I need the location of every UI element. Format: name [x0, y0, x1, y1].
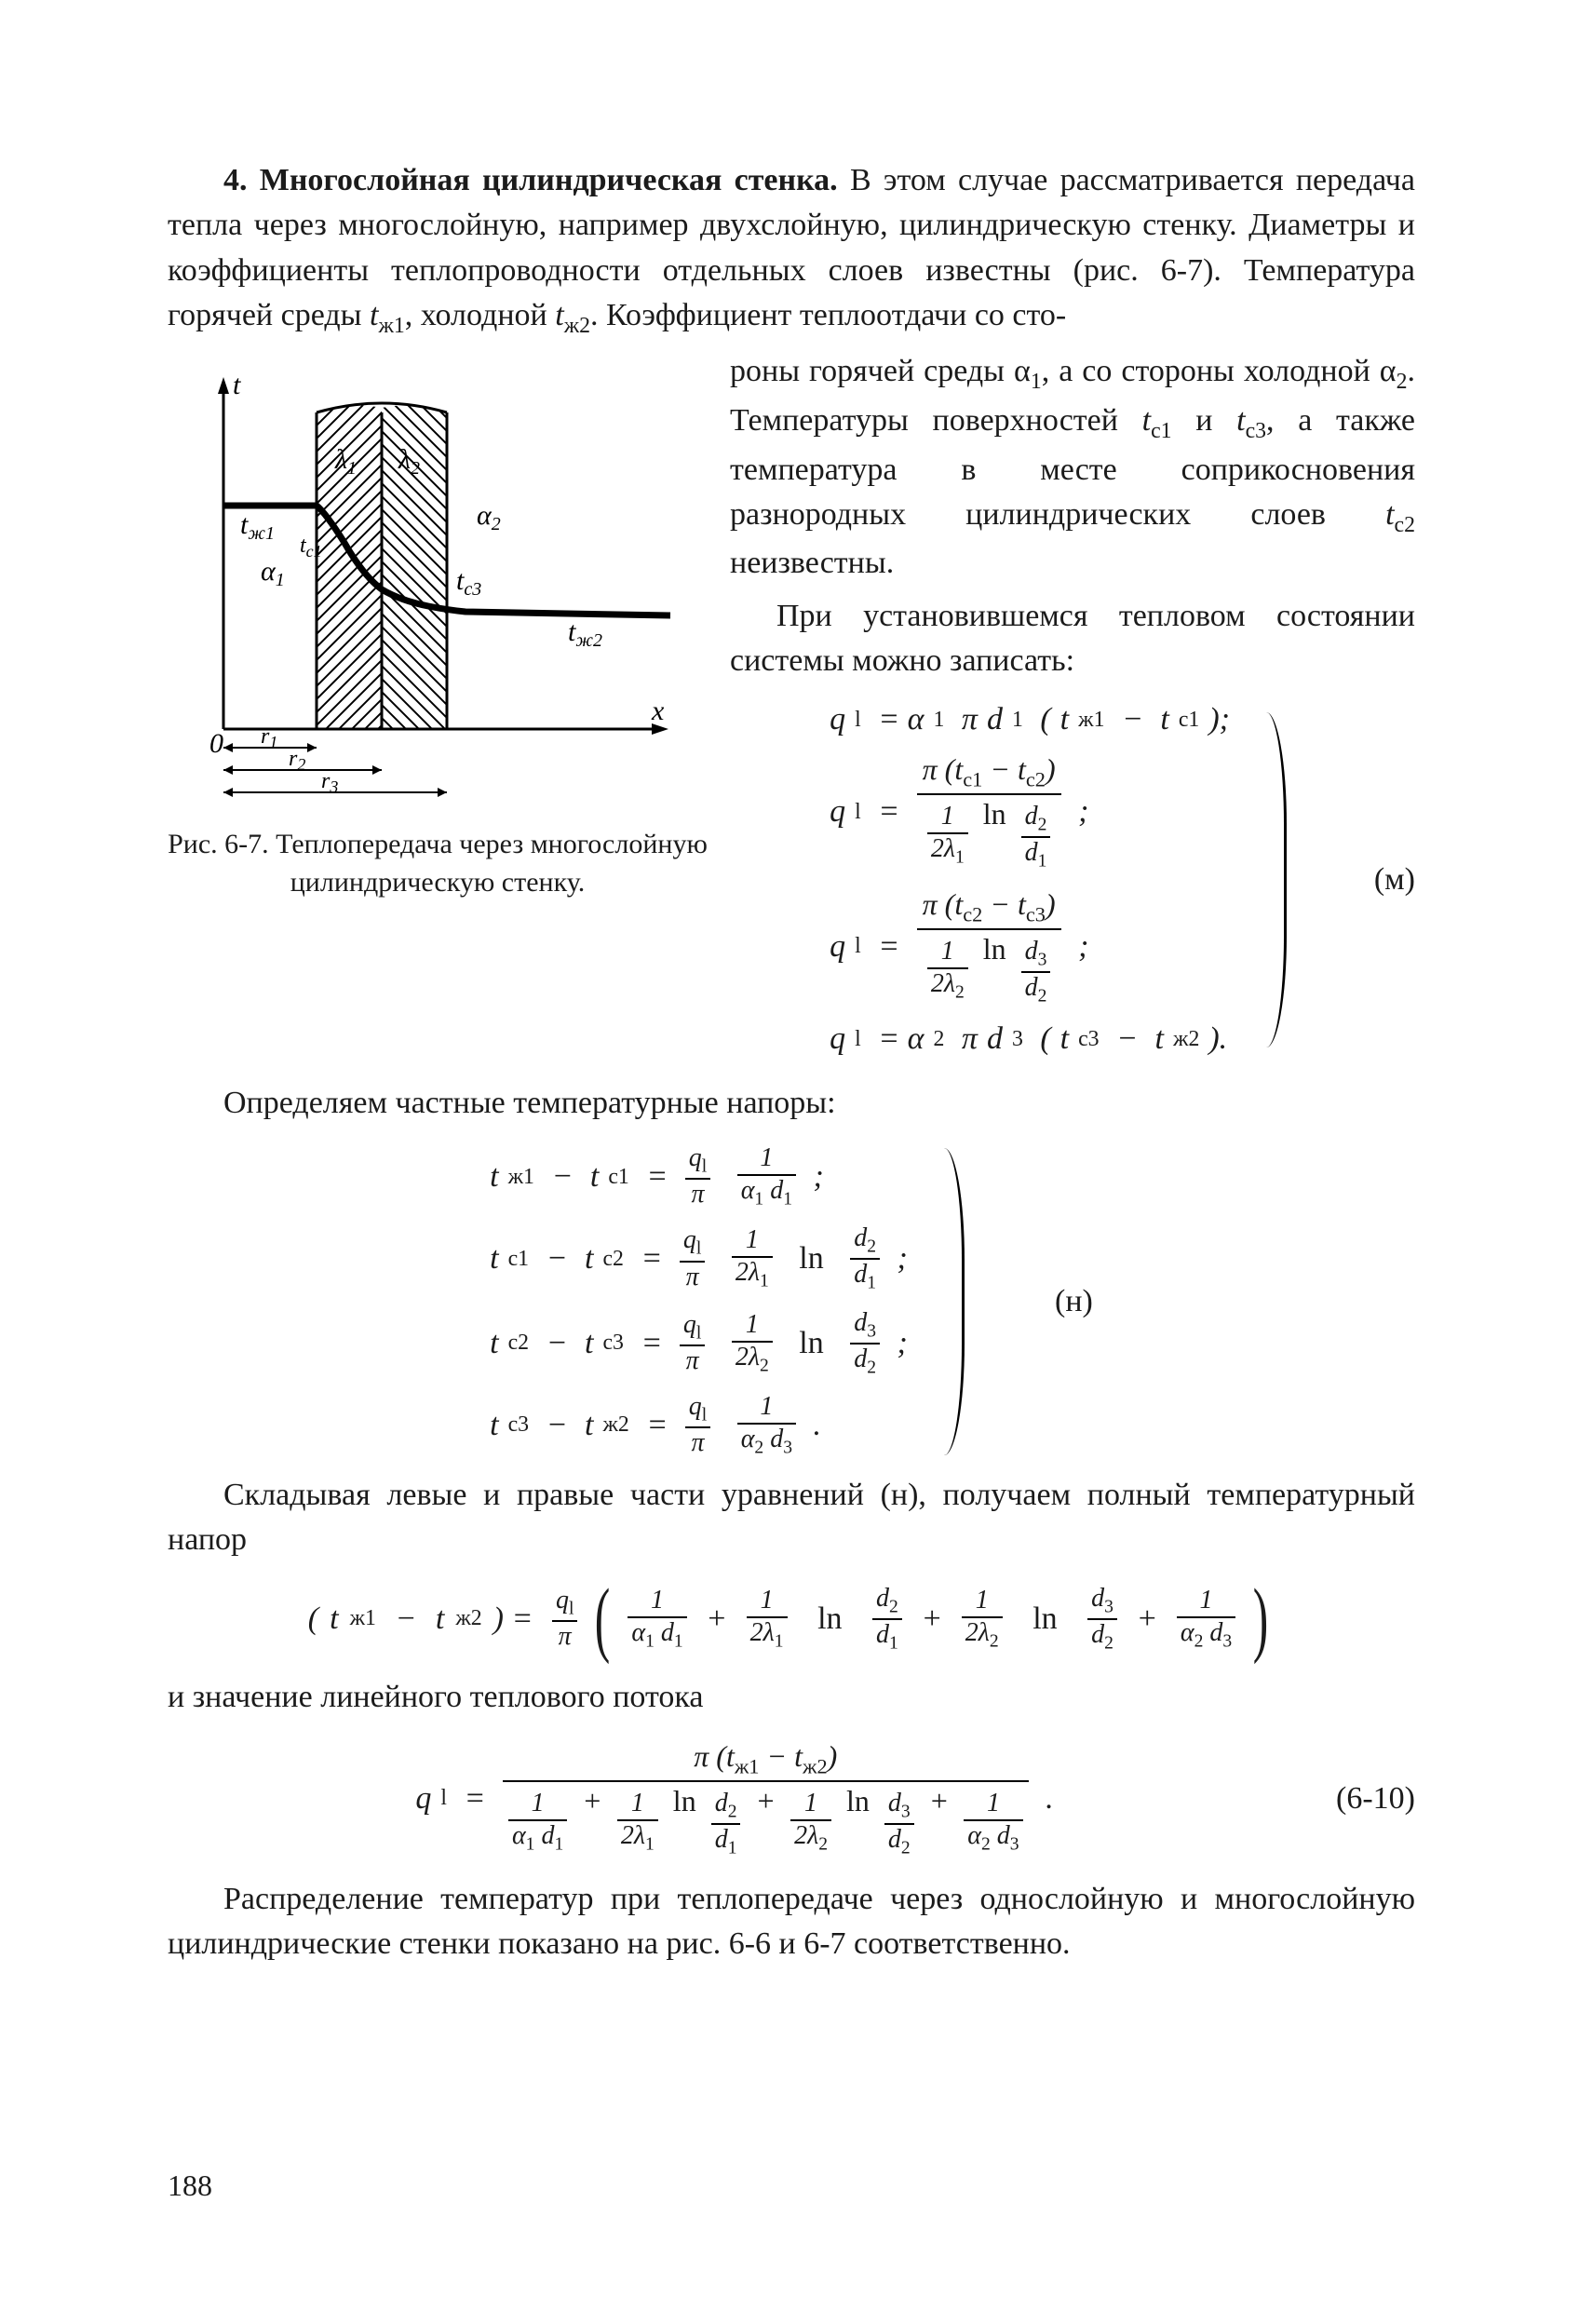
eq-n-line-3: tc2 − tc3 = qlπ 12λ2 ln d3d2 ; [490, 1309, 908, 1378]
page-number: 188 [168, 2169, 212, 2203]
equation-sum: (tж1 − tж2) = qlπ ( 1α1 d1 + 12λ1 ln d2d… [168, 1581, 1415, 1656]
section-number: 4. [223, 163, 248, 197]
section-intro: 4. Многослойная цилиндрическая стенка. В… [168, 158, 1415, 342]
label-tzh1: tж1 [240, 509, 275, 544]
eq-flux-label: (6-10) [1313, 1781, 1415, 1817]
equation-block-m: ql = α1 πd1 (tж1 − tc1); ql = π (tc1 − t… [730, 702, 1415, 1057]
eq-n-column: tж1 − tc1 = qlπ 1α1 d1 ; tc1 − tc2 = qlπ… [490, 1144, 908, 1457]
flux-paragraph: и значение линейного теплового потока [168, 1675, 1415, 1720]
label-alpha2: α2 [477, 500, 501, 534]
label-r2: r2 [289, 747, 305, 774]
figure-caption: Рис. 6-7. Теплопередача через многослойн… [168, 826, 708, 901]
figure-6-7: t 0 x [168, 357, 689, 804]
eq-n-line-4: tc3 − tж2 = qlπ 1α2 d3 . [490, 1393, 821, 1458]
eq-m-column: ql = α1 πd1 (tж1 − tc1); ql = π (tc1 − t… [830, 702, 1230, 1057]
figure-column: t 0 x [168, 357, 708, 901]
label-r3: r3 [321, 769, 338, 796]
axis-t-label: t [233, 370, 241, 400]
label-alpha1: α1 [261, 556, 285, 590]
eq-n-line-2: tc1 − tc2 = qlπ 12λ1 ln d2d1 ; [490, 1224, 908, 1293]
eq-m-line-4: ql = α2 πd3 (tc3 − tж2). [830, 1021, 1227, 1057]
equation-block-n: tж1 − tc1 = qlπ 1α1 d1 ; tc1 − tc2 = qlπ… [168, 1144, 1415, 1457]
equation-flux: ql = π (tж1 − tж2) 1α1 d1 + 12λ1 ln d2d1… [168, 1739, 1415, 1858]
eq-m-label: (м) [1331, 862, 1415, 898]
eq-n-bracket: (н) [941, 1148, 1093, 1455]
section-title: Многослойная цилиндрическая стенка. [260, 163, 838, 197]
eq-m-line-3: ql = π (tc2 − tc3) 12λ2 ln d3d2 ; [830, 887, 1088, 1007]
axis-x-label: x [651, 696, 665, 726]
mid-paragraph: Определяем частные температурные напоры: [168, 1081, 1415, 1126]
figure-text-wrap: t 0 x [168, 349, 1415, 1072]
eq-m-line-1: ql = α1 πd1 (tж1 − tc1); [830, 702, 1230, 737]
sum-paragraph: Складывая левые и правые части уравнений… [168, 1473, 1415, 1563]
eq-m-line-2: ql = π (tc1 − tc2) 12λ1 ln d2d1 ; [830, 752, 1088, 872]
end-paragraph: Распределение температур при теплопереда… [168, 1877, 1415, 1967]
label-tzh2: tж2 [568, 616, 602, 651]
eq-m-bracket: (м) [1263, 712, 1415, 1047]
label-tc3: tc3 [456, 565, 481, 600]
eq-n-label: (н) [1009, 1284, 1093, 1319]
page-content: 4. Многослойная цилиндрическая стенка. В… [168, 158, 1415, 1975]
figure-svg: t 0 x [168, 357, 689, 804]
eq-n-line-1: tж1 − tc1 = qlπ 1α1 d1 ; [490, 1144, 824, 1209]
origin-label: 0 [209, 728, 223, 759]
